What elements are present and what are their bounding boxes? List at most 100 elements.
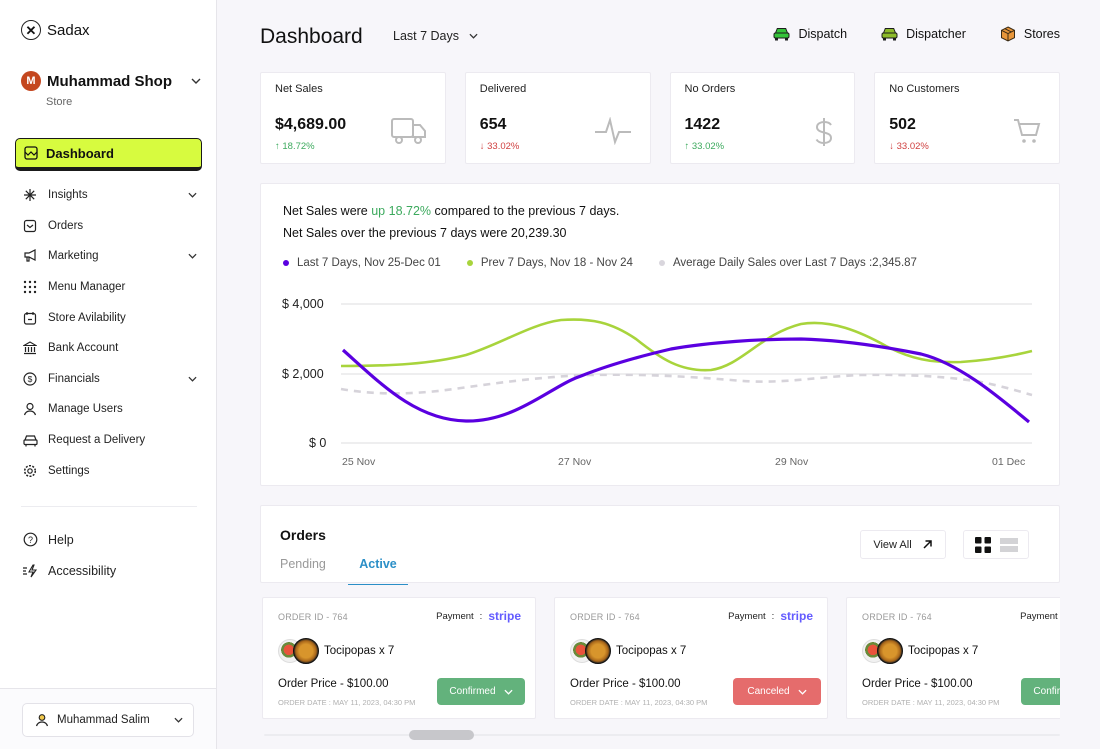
food-thumbnails bbox=[570, 638, 612, 664]
payment-info: Payment:stripe bbox=[1020, 610, 1058, 622]
series-prev-7-days bbox=[340, 318, 1033, 372]
user-area: Muhammad Salim bbox=[0, 688, 216, 749]
brand-name: Sadax bbox=[47, 21, 90, 39]
food-image bbox=[877, 638, 903, 664]
sidebar-item-insights[interactable]: Insights bbox=[18, 180, 203, 211]
chart-summary: Net Sales were up 18.72% compared to the… bbox=[283, 200, 619, 244]
car-green-icon bbox=[773, 28, 790, 41]
user-name: Muhammad Salim bbox=[57, 714, 150, 726]
sidebar-item-menu-manager[interactable]: Menu Manager bbox=[18, 272, 203, 303]
y-tick: $ 4,000 bbox=[282, 297, 324, 311]
order-id: ORDER ID - 764 bbox=[862, 612, 932, 622]
stores-label: Stores bbox=[1023, 27, 1060, 41]
user-menu-button[interactable]: Muhammad Salim bbox=[22, 703, 194, 737]
stat-title: Net Sales bbox=[275, 83, 323, 95]
stat-delta: ↑ 18.72% bbox=[275, 141, 315, 152]
food-thumbnails bbox=[278, 638, 320, 664]
horizontal-scrollbar[interactable] bbox=[264, 734, 1060, 736]
sales-chart-card: Net Sales were up 18.72% compared to the… bbox=[260, 183, 1060, 486]
legend-item-prev-7-days[interactable]: Prev 7 Days, Nov 18 - Nov 24 bbox=[466, 257, 633, 269]
payment-info: Payment:stripe bbox=[728, 609, 813, 623]
dashboard-icon bbox=[24, 146, 38, 160]
food-image bbox=[585, 638, 611, 664]
y-tick: $ 2,000 bbox=[282, 367, 324, 381]
inbox-icon bbox=[22, 218, 38, 234]
dispatcher-link[interactable]: Dispatcher bbox=[881, 26, 966, 42]
chevron-down-icon bbox=[798, 689, 807, 695]
sidebar-item-financials[interactable]: $ Financials bbox=[18, 364, 203, 395]
scrollbar-thumb[interactable] bbox=[409, 730, 474, 740]
payment-info: Payment:stripe bbox=[436, 609, 521, 623]
stat-title: No Orders bbox=[684, 83, 736, 95]
dispatch-label: Dispatch bbox=[798, 27, 848, 41]
legend-item-last-7-days[interactable]: Last 7 Days, Nov 25-Dec 01 bbox=[283, 257, 441, 269]
order-id: ORDER ID - 764 bbox=[570, 612, 640, 622]
order-card[interactable]: ORDER ID - 764 Payment:stripe Tocipopas … bbox=[554, 597, 828, 719]
sidebar-item-label: Accessibility bbox=[48, 563, 117, 578]
view-all-button[interactable]: View All bbox=[860, 530, 946, 559]
stat-value: $4,689.00 bbox=[275, 116, 347, 133]
truck-icon bbox=[390, 118, 426, 144]
stat-title: Delivered bbox=[479, 83, 527, 95]
sidebar: ✕ Sadax M Muhammad Shop Store Dashboard … bbox=[0, 0, 217, 749]
top-links: Dispatch Dispatcher Stores bbox=[773, 26, 1060, 42]
sidebar-item-settings[interactable]: Settings bbox=[18, 455, 203, 486]
stat-card-delivered[interactable]: Delivered 654 ↓ 33.02% bbox=[464, 72, 651, 164]
sidebar-item-orders[interactable]: Orders bbox=[18, 211, 203, 242]
sidebar-item-marketing[interactable]: Marketing bbox=[18, 241, 203, 272]
sidebar-item-label: Orders bbox=[48, 219, 84, 232]
tab-active[interactable]: Active bbox=[348, 557, 408, 585]
stat-card-customers[interactable]: No Customers 502 ↓ 33.02% bbox=[874, 72, 1060, 164]
chevron-down-icon bbox=[188, 193, 197, 198]
order-date: ORDER DATE : MAY 11, 2023, 04:30 PM bbox=[570, 698, 708, 707]
sidebar-item-manage-users[interactable]: Manage Users bbox=[18, 394, 203, 425]
grid-dots-icon bbox=[22, 279, 38, 295]
stat-card-net-sales[interactable]: Net Sales $4,689.00 ↑ 18.72% bbox=[260, 72, 446, 164]
stat-title: No Customers bbox=[889, 83, 960, 95]
status-dropdown[interactable]: Confirmed bbox=[437, 678, 525, 705]
arrow-down-icon: ↓ bbox=[479, 141, 488, 152]
order-card[interactable]: ORDER ID - 764 Payment:stripe Tocipopas … bbox=[262, 597, 536, 719]
list-view-icon[interactable] bbox=[999, 537, 1018, 553]
sidebar-footer-nav: ? Help Accessibility bbox=[18, 524, 203, 586]
arrow-down-icon: ↓ bbox=[889, 141, 897, 152]
sidebar-item-store-availability[interactable]: Store Avilability bbox=[18, 302, 203, 333]
status-dropdown[interactable]: Confirmed bbox=[1021, 678, 1060, 705]
order-price: Order Price - $100.00 bbox=[278, 678, 389, 690]
legend-item-average[interactable]: Average Daily Sales over Last 7 Days :2,… bbox=[658, 257, 917, 269]
sidebar-item-dashboard[interactable]: Dashboard bbox=[15, 138, 202, 171]
brand[interactable]: ✕ Sadax bbox=[21, 20, 90, 40]
series-last-7-days bbox=[341, 337, 1031, 424]
sidebar-item-help[interactable]: ? Help bbox=[18, 524, 203, 555]
order-card[interactable]: ORDER ID - 764 Payment:stripe Tocipopas … bbox=[846, 597, 1060, 719]
x-tick: 27 Nov bbox=[558, 456, 592, 468]
stat-card-orders[interactable]: No Orders 1422 ↑ 33.02% bbox=[669, 72, 856, 164]
shop-switcher[interactable]: M Muhammad Shop Store bbox=[21, 71, 201, 108]
shop-name: Muhammad Shop bbox=[47, 72, 173, 90]
sidebar-item-accessibility[interactable]: Accessibility bbox=[18, 555, 203, 586]
orders-tabs: Pending Active bbox=[280, 557, 408, 585]
dispatch-link[interactable]: Dispatch bbox=[773, 26, 847, 42]
sidebar-item-label: Marketing bbox=[48, 250, 99, 263]
summary-line-2: Net Sales over the previous 7 days were … bbox=[283, 226, 567, 240]
order-id: ORDER ID - 764 bbox=[278, 612, 348, 622]
grid-view-icon[interactable] bbox=[974, 536, 991, 553]
stripe-logo: stripe bbox=[488, 609, 521, 623]
chevron-down-icon bbox=[191, 78, 201, 84]
bank-icon bbox=[22, 340, 38, 356]
brand-logo-icon: ✕ bbox=[21, 20, 41, 40]
sidebar-item-label: Help bbox=[48, 532, 74, 547]
tab-pending[interactable]: Pending bbox=[280, 557, 326, 571]
sidebar-item-label: Bank Account bbox=[48, 342, 119, 355]
chart-legend: Last 7 Days, Nov 25-Dec 01 Prev 7 Days, … bbox=[283, 257, 917, 269]
dispatcher-label: Dispatcher bbox=[906, 27, 966, 41]
stores-link[interactable]: Stores bbox=[1000, 26, 1060, 42]
date-range-select[interactable]: Last 7 Days bbox=[393, 29, 478, 43]
dollar-icon bbox=[815, 118, 833, 146]
sidebar-item-label: Insights bbox=[48, 189, 88, 202]
activity-icon bbox=[594, 117, 631, 145]
sidebar-item-request-delivery[interactable]: Request a Delivery bbox=[18, 425, 203, 456]
view-all-label: View All bbox=[873, 538, 912, 551]
status-dropdown[interactable]: Canceled bbox=[733, 678, 821, 705]
sidebar-item-bank-account[interactable]: Bank Account bbox=[18, 333, 203, 364]
